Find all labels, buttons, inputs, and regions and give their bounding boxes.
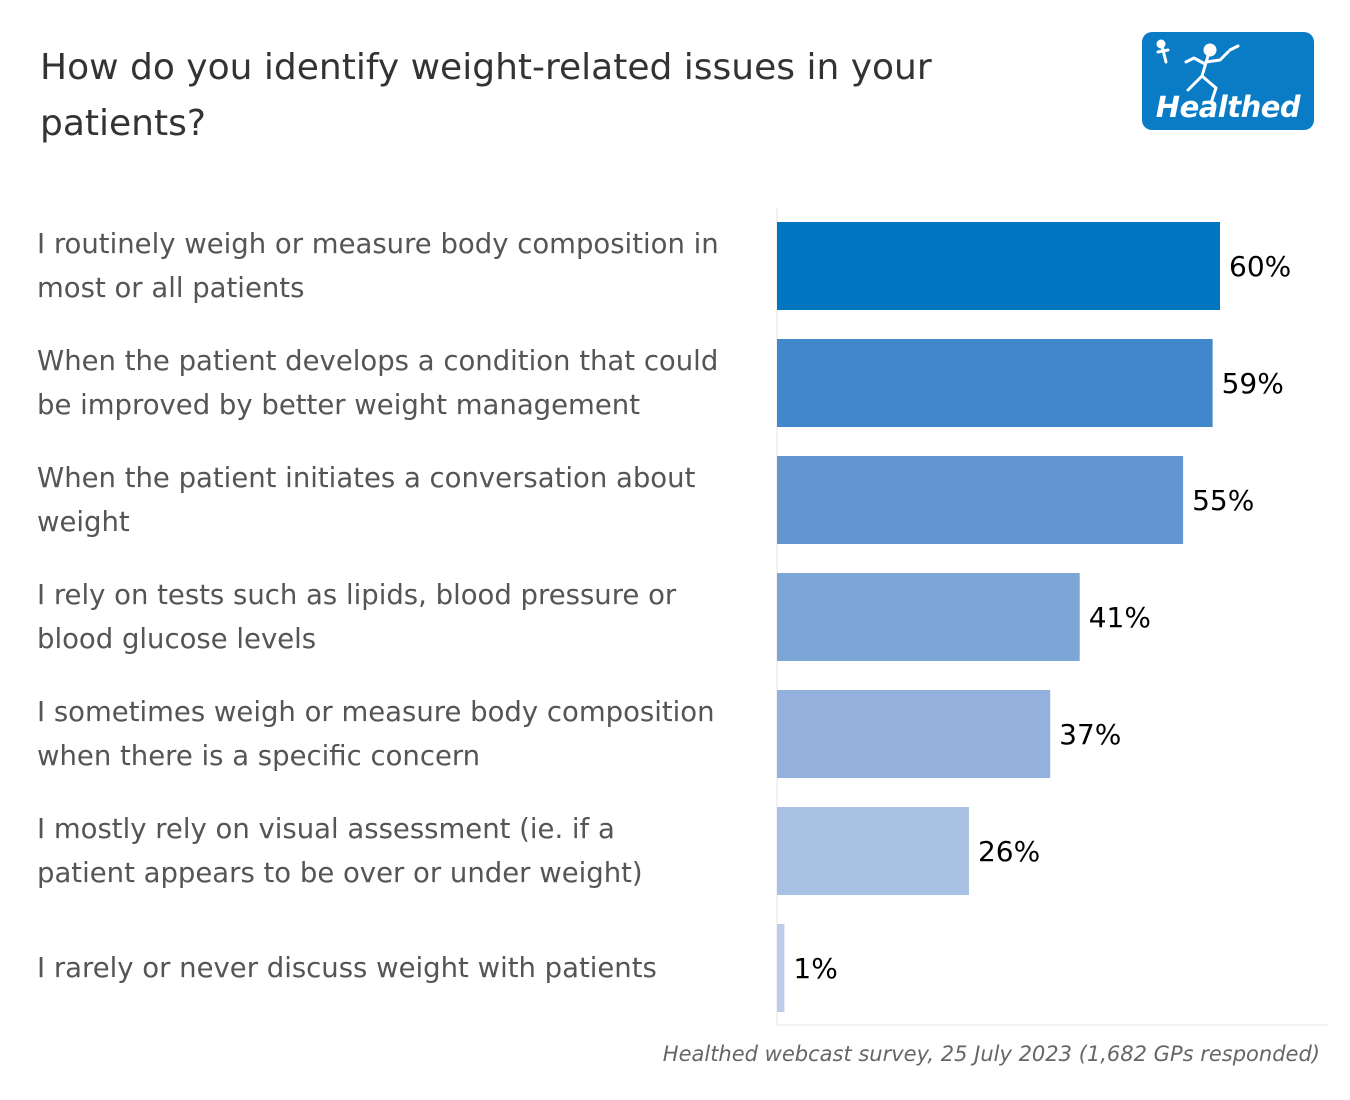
logo-wordmark: Healthed — [1155, 90, 1301, 124]
bar-6 — [777, 924, 785, 1012]
category-label-line: be improved by better weight management — [37, 389, 640, 421]
category-label-line: weight — [37, 506, 130, 538]
category-label-5: I mostly rely on visual assessment (ie. … — [37, 807, 777, 895]
bar-4 — [777, 690, 1051, 778]
value-label-6: 1% — [793, 952, 837, 985]
value-label-2: 55% — [1192, 484, 1254, 517]
category-label-line: When the patient develops a condition th… — [37, 345, 719, 377]
category-label-3: I rely on tests such as lipids, blood pr… — [37, 573, 777, 661]
value-label-1: 59% — [1222, 367, 1284, 400]
category-label-line: when there is a specific concern — [37, 740, 481, 772]
bar-2 — [777, 456, 1184, 544]
bar-1 — [777, 339, 1213, 427]
category-label-line: I routinely weigh or measure body compos… — [37, 228, 719, 260]
category-label-line: patient appears to be over or under weig… — [37, 857, 643, 889]
source-note: Healthed webcast survey, 25 July 2023 (1… — [662, 1042, 1320, 1066]
category-label-6: I rarely or never discuss weight with pa… — [37, 946, 777, 990]
value-label-3: 41% — [1089, 601, 1151, 634]
category-label-line: most or all patients — [37, 272, 305, 304]
category-label-line: I rarely or never discuss weight with pa… — [37, 952, 657, 984]
value-label-4: 37% — [1059, 718, 1121, 751]
value-label-0: 60% — [1229, 250, 1291, 283]
chart-title: How do you identify weight-related issue… — [40, 47, 932, 144]
value-label-5: 26% — [978, 835, 1040, 868]
healthed-logo: Healthed — [1142, 32, 1314, 130]
bar-0 — [777, 222, 1220, 310]
category-label-1: When the patient develops a condition th… — [37, 339, 777, 427]
category-label-line: When the patient initiates a conversatio… — [37, 462, 696, 494]
running-figure-icon — [1156, 39, 1240, 102]
category-label-4: I sometimes weigh or measure body compos… — [37, 690, 777, 778]
category-label-line: I sometimes weigh or measure body compos… — [37, 696, 715, 728]
category-label-line: I mostly rely on visual assessment (ie. … — [37, 813, 615, 845]
category-label-2: When the patient initiates a conversatio… — [37, 456, 777, 544]
category-label-line: I rely on tests such as lipids, blood pr… — [37, 579, 677, 611]
bar-5 — [777, 807, 969, 895]
category-label-0: I routinely weigh or measure body compos… — [37, 222, 777, 310]
bar-3 — [777, 573, 1080, 661]
category-label-line: blood glucose levels — [37, 623, 317, 655]
